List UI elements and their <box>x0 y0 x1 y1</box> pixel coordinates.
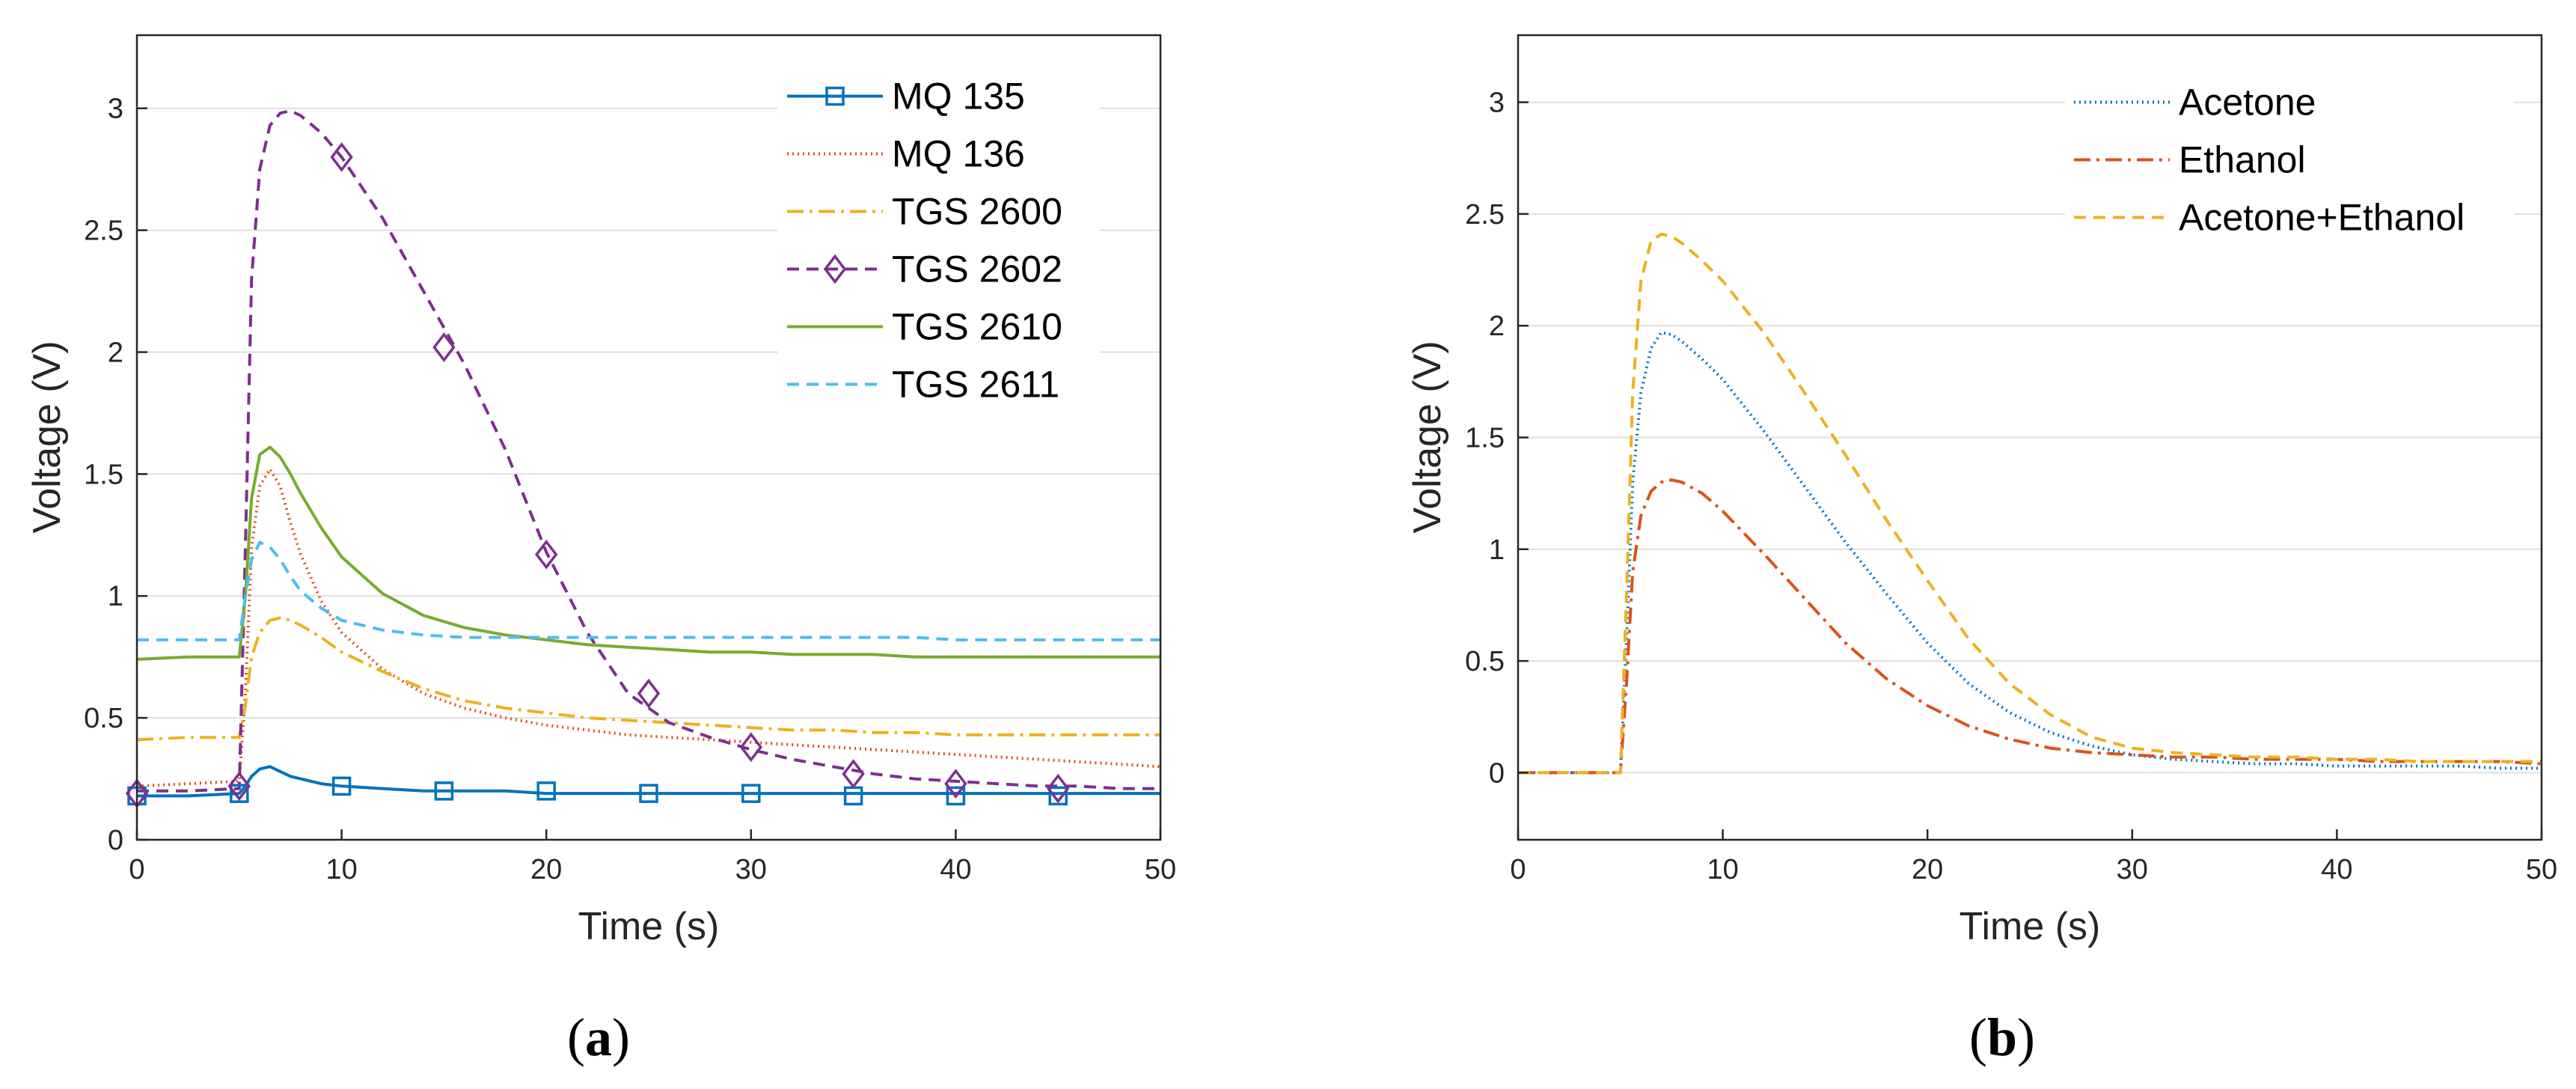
panel-b-xlabel: Time (s) <box>1959 905 2101 948</box>
ytick-label-0: 0 <box>108 825 123 856</box>
panel-b-series <box>1518 232 2542 775</box>
panel-b-ticks: 00.511.522.530 10 20 30 40 50 <box>1465 88 2557 885</box>
data-marker-mq-135 <box>1048 786 1068 806</box>
ytick-label-0-5: 0.5 <box>84 703 123 734</box>
data-marker-mq-135 <box>230 784 249 803</box>
legend-label-mq-136: MQ 136 <box>892 133 1025 175</box>
data-marker-mq-135 <box>741 784 761 803</box>
ytick-label-1: 1 <box>108 581 123 612</box>
ytick-label-3: 3 <box>108 94 123 125</box>
ytick-label-2: 2 <box>1489 311 1505 342</box>
legend-box <box>778 60 1100 421</box>
legend-label-tgs-2602: TGS 2602 <box>892 248 1062 290</box>
data-marker-mq-135 <box>434 781 454 801</box>
series-line-tgs-2610 <box>136 445 1160 661</box>
data-marker-tgs-2602 <box>637 678 661 709</box>
panel-b-legend: Acetone Ethanol Acetone+Ethanol <box>2065 66 2514 254</box>
xtick-label-20: 20 <box>1912 854 1943 885</box>
panel-b-caption: (b) <box>1969 1007 2035 1067</box>
xtick-label-0: 0 <box>1510 854 1526 885</box>
legend-label-tgs-2611: TGS 2611 <box>892 364 1059 406</box>
panel-a-ticks: 00.511.522.530 10 20 30 40 50 <box>84 94 1176 885</box>
ytick-label-1: 1 <box>1489 534 1505 566</box>
legend-label-tgs-2610: TGS 2610 <box>892 306 1062 348</box>
ytick-label-0: 0 <box>1489 757 1505 789</box>
data-marker-tgs-2602 <box>227 771 251 802</box>
panel-b: 00.511.522.530 10 20 30 40 50 AcetoneEthanolA… <box>1406 34 2557 1067</box>
legend-marker-mq-135 <box>825 86 845 106</box>
ytick-label-3: 3 <box>1489 88 1505 119</box>
panel-a-ylabel: Voltage (V) <box>25 341 69 533</box>
ytick-label-2-5: 2.5 <box>84 216 123 247</box>
xtick-label-50: 50 <box>1145 854 1176 885</box>
panel-b-ylabel: Voltage (V) <box>1406 341 1449 533</box>
data-marker-tgs-2602 <box>842 759 865 789</box>
ytick-label-1-5: 1.5 <box>1465 423 1505 454</box>
panel-b-grid <box>1518 101 2542 774</box>
legend-label-mq-135: MQ 135 <box>892 76 1025 118</box>
data-marker-mq-135 <box>331 776 352 796</box>
series-line-acetone <box>1518 331 2542 775</box>
xtick-label-50: 50 <box>2526 854 2557 885</box>
series-line-mq-135 <box>137 765 1160 798</box>
series-line-mq-136 <box>136 467 1161 788</box>
panel-a-legend: MQ 135 MQ 136 TGS 2600 TGS 2602 TGS 2610 TGS … <box>778 60 1100 421</box>
ytick-label-1-5: 1.5 <box>84 459 123 490</box>
ytick-label-0-5: 0.5 <box>1465 646 1505 677</box>
xtick-label-10: 10 <box>325 854 357 885</box>
legend-label-acetone-ethanol: Acetone+Ethanol <box>2179 197 2465 239</box>
data-marker-tgs-2602 <box>534 539 558 570</box>
series-line-tgs-2600 <box>136 616 1160 742</box>
series-line-tgs-2611 <box>137 540 1160 641</box>
series-line-acetone-ethanol <box>1518 232 2542 775</box>
legend-marker-tgs-2602 <box>823 254 847 284</box>
xtick-label-20: 20 <box>530 854 562 885</box>
data-marker-mq-135 <box>946 786 966 806</box>
data-marker-tgs-2602 <box>1046 773 1070 804</box>
ytick-label-2: 2 <box>108 337 123 368</box>
xtick-label-30: 30 <box>735 854 767 885</box>
data-marker-tgs-2602 <box>432 332 456 362</box>
data-marker-tgs-2602 <box>944 769 967 799</box>
xtick-label-10: 10 <box>1707 854 1738 885</box>
data-marker-tgs-2602 <box>739 732 763 763</box>
legend-label-tgs-2600: TGS 2600 <box>892 191 1062 233</box>
panel-a-axes-frame <box>135 34 1162 841</box>
data-marker-tgs-2602 <box>330 141 353 172</box>
xtick-label-40: 40 <box>2321 854 2352 885</box>
xtick-label-30: 30 <box>2117 854 2148 885</box>
panel-a-caption: (a) <box>567 1007 630 1067</box>
data-marker-mq-135 <box>536 781 556 801</box>
panel-a-xlabel: Time (s) <box>578 905 720 948</box>
ytick-label-2-5: 2.5 <box>1465 199 1505 231</box>
legend-label-ethanol: Ethanol <box>2179 139 2306 181</box>
xtick-label-0: 0 <box>129 854 144 885</box>
xtick-label-40: 40 <box>940 854 971 885</box>
legend-label-acetone: Acetone <box>2179 82 2316 123</box>
panel-a-markers <box>125 141 1070 808</box>
data-marker-mq-135 <box>639 784 658 803</box>
